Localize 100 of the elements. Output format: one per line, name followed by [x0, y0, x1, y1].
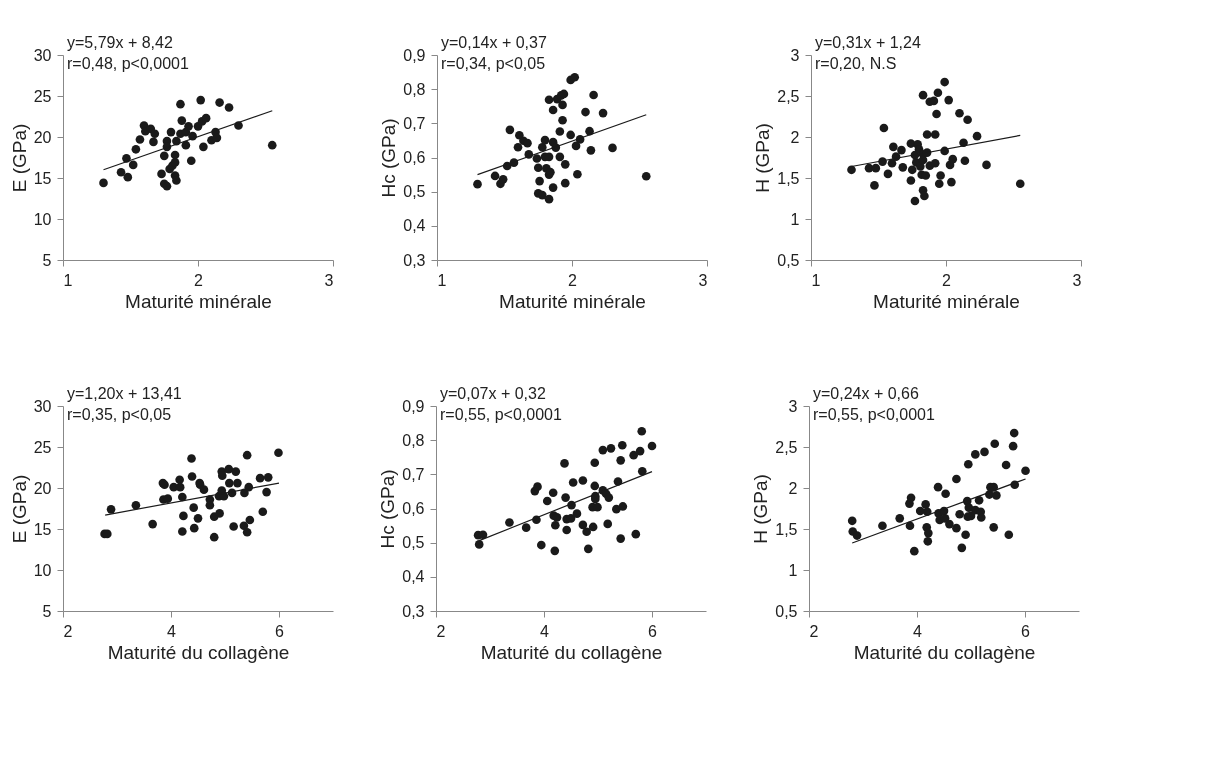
y-tick-label: 0,3	[403, 251, 426, 269]
point	[201, 113, 211, 123]
point	[616, 456, 626, 465]
point	[631, 529, 641, 539]
y-axis-title: Hc (GPa)	[378, 118, 400, 198]
point	[980, 447, 989, 457]
x-tick-label: 2	[194, 271, 204, 289]
point	[215, 98, 224, 107]
annotation: r=0,48, p<0,0001	[67, 55, 189, 72]
x-axis-title: Maturité minérale	[499, 290, 646, 312]
point	[895, 514, 905, 523]
point	[242, 450, 252, 460]
point	[616, 534, 626, 543]
point	[604, 493, 614, 502]
y-tick-label: 0,6	[402, 500, 425, 517]
point	[187, 472, 197, 481]
point	[179, 511, 188, 521]
y-axis-title: H (GPa)	[752, 123, 774, 193]
text: y=0,24x + 0,66	[813, 385, 919, 402]
point	[123, 172, 133, 182]
point	[473, 179, 482, 189]
y-tick-label: 0,5	[403, 183, 426, 201]
point	[566, 130, 575, 140]
point	[957, 543, 967, 553]
y-tick-label: 2	[790, 128, 800, 146]
y-tick-label: 0,8	[402, 431, 425, 449]
x-tick-label: 2	[63, 622, 73, 640]
point	[933, 482, 943, 492]
y-tick-label: 5	[42, 251, 52, 269]
y-tick-label: 0,6	[403, 149, 426, 166]
point	[921, 500, 930, 509]
point	[544, 194, 554, 204]
annotation: r=0,55, p<0,0001	[813, 406, 935, 423]
point	[99, 178, 108, 188]
y-axis-title: H (GPa)	[750, 474, 772, 544]
point	[929, 96, 939, 106]
y-tick-label: 25	[33, 438, 52, 456]
x-tick-label: 3	[324, 271, 334, 289]
point	[936, 171, 945, 180]
point	[961, 530, 970, 540]
point	[209, 532, 219, 542]
point	[148, 519, 157, 529]
point	[474, 540, 484, 549]
text: y=1,20x + 13,41	[67, 385, 182, 402]
point	[172, 176, 181, 185]
point	[963, 459, 973, 469]
point	[905, 521, 915, 531]
point	[572, 509, 582, 518]
point	[116, 167, 126, 177]
y-tick-label: 1,5	[775, 520, 798, 538]
y-tick-label: 0,4	[402, 568, 425, 586]
point	[135, 135, 145, 144]
point	[233, 478, 242, 488]
point	[586, 146, 596, 155]
point	[593, 502, 602, 512]
x-tick-label: 1	[811, 271, 821, 289]
point	[562, 525, 572, 535]
point	[560, 178, 570, 188]
point	[947, 177, 956, 187]
point	[945, 519, 954, 529]
y-tick-label: 15	[33, 520, 52, 538]
point	[571, 141, 581, 151]
point	[193, 514, 203, 523]
point	[186, 156, 196, 166]
point	[588, 522, 598, 532]
point	[178, 492, 187, 502]
point	[234, 121, 243, 130]
point	[589, 90, 598, 100]
point	[944, 95, 954, 105]
y-tick-label: 0,7	[402, 465, 425, 483]
point	[505, 125, 515, 135]
point	[578, 520, 588, 530]
point	[128, 160, 138, 170]
point	[159, 151, 169, 161]
point	[555, 152, 565, 162]
point	[176, 99, 185, 109]
x-tick-label: 3	[698, 271, 708, 289]
point	[617, 440, 627, 450]
point	[578, 476, 588, 485]
y-tick-label: 0,5	[775, 602, 798, 620]
point	[189, 523, 199, 533]
point	[992, 491, 1001, 500]
point	[920, 191, 929, 201]
point	[590, 481, 600, 491]
point	[598, 445, 608, 455]
point	[258, 507, 268, 517]
point	[921, 171, 931, 180]
point	[175, 475, 184, 485]
point	[970, 450, 980, 459]
point	[930, 130, 940, 139]
x-tick-label: 2	[568, 271, 578, 289]
y-tick-label: 2	[788, 479, 798, 497]
point	[231, 467, 241, 476]
annotation: r=0,35, p<0,05	[67, 406, 172, 423]
point	[583, 544, 593, 554]
point	[976, 513, 986, 522]
point	[521, 523, 531, 532]
y-tick-label: 2,5	[777, 87, 800, 105]
annotation: r=0,20, N.S	[815, 55, 897, 72]
point	[560, 160, 570, 169]
